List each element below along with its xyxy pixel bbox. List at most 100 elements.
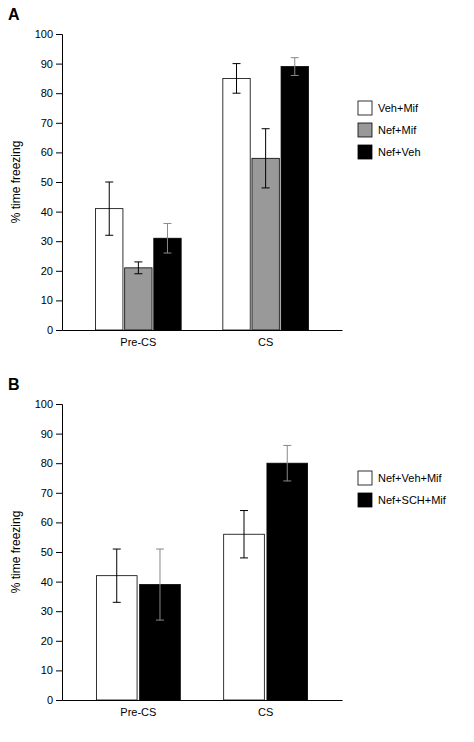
- error-bar: [240, 511, 248, 558]
- y-tick-label: 60: [41, 516, 53, 528]
- y-tick: 60: [41, 146, 62, 158]
- bar: [223, 78, 250, 330]
- y-tick-label: 90: [41, 58, 53, 70]
- y-tick-label: 10: [41, 294, 53, 306]
- series: [96, 511, 264, 700]
- legend-item: Veh+Mif: [358, 101, 419, 115]
- y-tick-mark: [56, 152, 62, 153]
- y-tick-label: 20: [41, 635, 53, 647]
- y-tick: 30: [41, 235, 62, 247]
- y-tick: 50: [41, 176, 62, 188]
- y-tick-label: 40: [41, 576, 53, 588]
- y-tick-mark: [56, 463, 62, 464]
- error-bar: [134, 262, 142, 274]
- bar: [267, 463, 308, 700]
- x-tick: CS: [258, 706, 273, 718]
- y-tick: 100: [35, 398, 62, 410]
- y-tick: 40: [41, 576, 62, 588]
- x-axis: Pre-CS CS: [63, 701, 343, 718]
- y-tick: 80: [41, 87, 62, 99]
- y-tick: 70: [41, 117, 62, 129]
- y-tick-mark: [56, 241, 62, 242]
- y-tick-mark: [56, 34, 62, 35]
- y-tick-label: 70: [41, 117, 53, 129]
- x-tick: Pre-CS: [120, 336, 156, 348]
- y-axis: 0 10 20 30 40 50 60 70 80 90 100: [35, 28, 63, 336]
- y-tick-mark: [56, 700, 62, 701]
- legend-item: Nef+SCH+Mif: [358, 493, 447, 507]
- y-tick-mark: [56, 552, 62, 553]
- plot-area: [96, 445, 307, 700]
- y-tick: 70: [41, 487, 62, 499]
- y-axis-title: % time freezing: [9, 141, 23, 224]
- y-tick: 40: [41, 206, 62, 218]
- legend-item: Nef+Veh+Mif: [358, 471, 443, 485]
- y-tick: 20: [41, 265, 62, 277]
- y-tick-mark: [56, 434, 62, 435]
- legend-label: Veh+Mif: [378, 102, 419, 114]
- y-tick: 10: [41, 664, 62, 676]
- legend-swatch: [358, 123, 372, 137]
- y-tick: 100: [35, 28, 62, 40]
- y-tick-label: 60: [41, 146, 53, 158]
- legend: Nef+Veh+Mif Nef+SCH+Mif: [358, 471, 447, 507]
- y-tick-mark: [56, 641, 62, 642]
- y-tick: 60: [41, 516, 62, 528]
- y-tick: 50: [41, 546, 62, 558]
- y-tick: 20: [41, 635, 62, 647]
- legend-swatch: [358, 101, 372, 115]
- error-bar: [233, 64, 241, 94]
- y-tick-label: 80: [41, 457, 53, 469]
- y-tick-mark: [56, 64, 62, 65]
- y-tick-label: 30: [41, 605, 53, 617]
- y-axis-title: % time freezing: [9, 511, 23, 594]
- y-tick-mark: [56, 93, 62, 94]
- y-tick-mark: [56, 330, 62, 331]
- legend: Veh+MifNef+MifNef+Veh: [358, 101, 421, 159]
- legend-label: Nef+SCH+Mif: [378, 494, 447, 506]
- legend-label: Nef+Veh+Mif: [378, 472, 443, 484]
- y-axis-line: [56, 35, 63, 331]
- y-tick: 0: [47, 324, 62, 336]
- y-tick: 10: [41, 294, 62, 306]
- x-tick-label: CS: [258, 336, 273, 348]
- series: [125, 129, 280, 330]
- y-tick-label: 40: [41, 206, 53, 218]
- legend-label: Nef+Mif: [378, 124, 417, 136]
- legend-swatch: [358, 145, 372, 159]
- error-bar: [291, 58, 299, 76]
- y-tick-mark: [56, 582, 62, 583]
- y-tick-label: 0: [47, 694, 53, 706]
- error-bar: [113, 549, 121, 602]
- y-tick-mark: [56, 670, 62, 671]
- panel-label: B: [8, 376, 20, 393]
- y-tick-mark: [56, 404, 62, 405]
- x-tick-label: Pre-CS: [120, 706, 156, 718]
- plot-area: [96, 58, 309, 330]
- y-axis-line: [56, 405, 63, 701]
- series: [140, 445, 308, 700]
- y-tick-label: 70: [41, 487, 53, 499]
- y-tick-label: 10: [41, 664, 53, 676]
- chart-container: 0102030405060708090100Pre-CSCS% time fre…: [0, 0, 474, 742]
- y-tick-mark: [56, 212, 62, 213]
- error-bar: [283, 445, 291, 481]
- y-tick-mark: [56, 522, 62, 523]
- y-tick: 90: [41, 428, 62, 440]
- panel: 0 10 20 30 40 50 60 70 80 90 100 Pre-CS CS % time fre…: [8, 376, 447, 718]
- legend-swatch: [358, 471, 372, 485]
- legend-item: Nef+Mif: [358, 123, 417, 137]
- legend-swatch: [358, 493, 372, 507]
- y-tick-label: 100: [35, 398, 53, 410]
- bar: [224, 534, 265, 700]
- error-bar: [156, 549, 164, 620]
- bar: [281, 67, 308, 330]
- error-bar: [262, 129, 270, 188]
- y-tick-label: 0: [47, 324, 53, 336]
- panel-label: A: [8, 6, 20, 23]
- y-tick: 80: [41, 457, 62, 469]
- x-tick: CS: [258, 336, 273, 348]
- y-tick-mark: [56, 182, 62, 183]
- y-tick-label: 30: [41, 235, 53, 247]
- x-tick: Pre-CS: [120, 706, 156, 718]
